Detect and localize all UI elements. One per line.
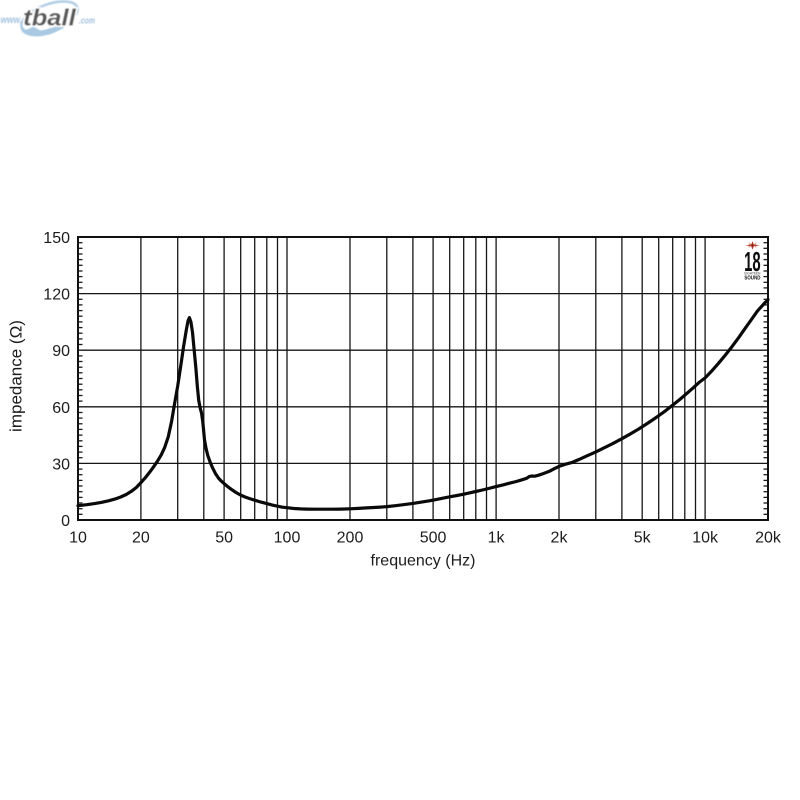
svg-text:60: 60 xyxy=(52,400,70,417)
svg-text:20: 20 xyxy=(132,529,150,546)
svg-text:150: 150 xyxy=(43,230,70,247)
svg-text:50: 50 xyxy=(215,529,233,546)
svg-text:20k: 20k xyxy=(755,529,782,546)
svg-text:100: 100 xyxy=(274,529,301,546)
svg-text:30: 30 xyxy=(52,456,70,473)
svg-text:EIGHTEEN: EIGHTEEN xyxy=(744,272,760,276)
svg-text:.com: .com xyxy=(79,16,96,27)
svg-text:10k: 10k xyxy=(692,529,719,546)
svg-text:500: 500 xyxy=(420,529,447,546)
svg-text:200: 200 xyxy=(337,529,364,546)
svg-text:frequency (Hz): frequency (Hz) xyxy=(371,553,476,570)
svg-text:10: 10 xyxy=(69,529,87,546)
svg-text:90: 90 xyxy=(52,343,70,360)
svg-text:18: 18 xyxy=(744,246,761,277)
svg-text:impedance (Ω): impedance (Ω) xyxy=(7,320,26,432)
svg-text:5k: 5k xyxy=(634,529,652,546)
svg-text:www.: www. xyxy=(1,15,23,26)
svg-text:1k: 1k xyxy=(488,529,506,546)
svg-text:tball: tball xyxy=(23,5,76,31)
svg-text:SOUND: SOUND xyxy=(744,276,760,282)
svg-text:2k: 2k xyxy=(551,529,569,546)
svg-text:0: 0 xyxy=(61,513,70,530)
svg-text:120: 120 xyxy=(43,287,70,304)
